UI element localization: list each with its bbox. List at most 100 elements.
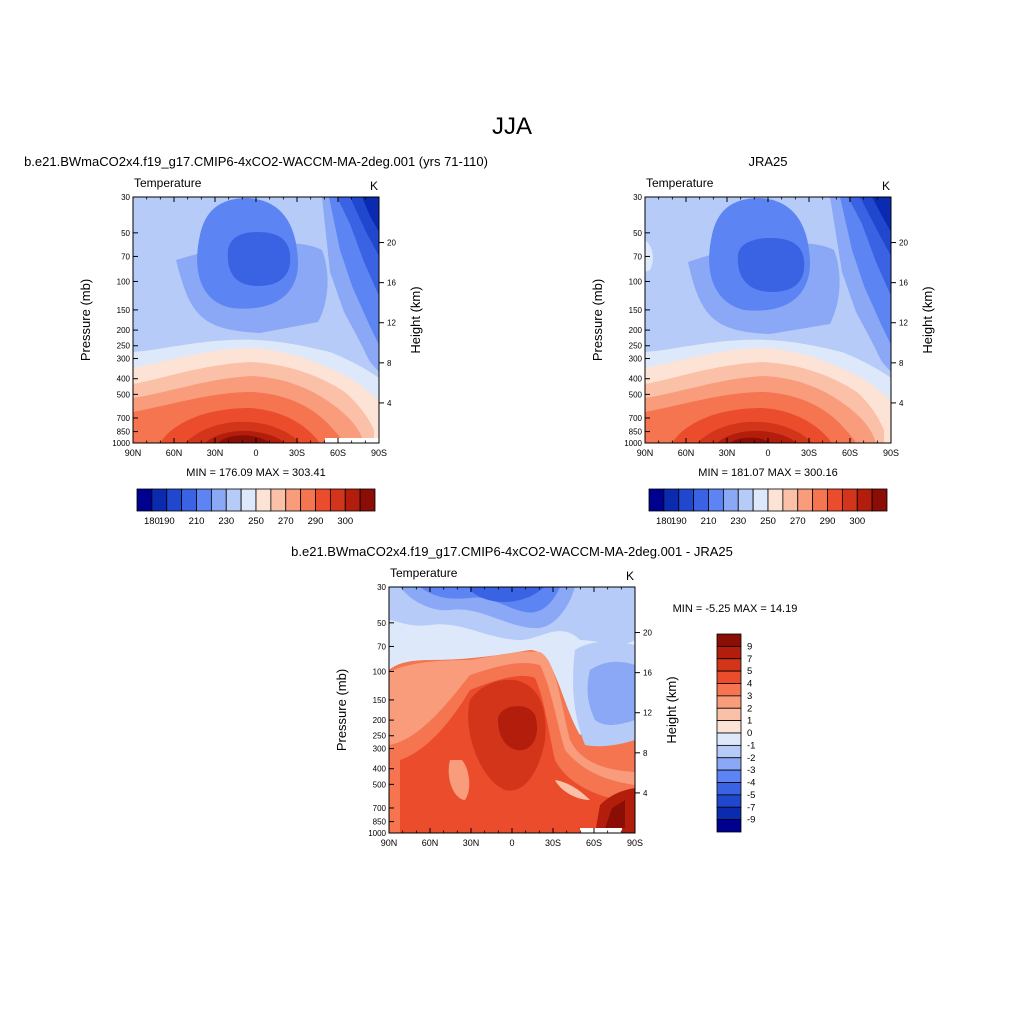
colorbar-box: [225, 488, 242, 512]
y-right-tick-label: 8: [899, 359, 904, 368]
x-tick-label: 90S: [627, 838, 643, 848]
colorbar-label: -1: [747, 740, 755, 751]
y-tick-label: 70: [121, 252, 130, 261]
colorbar-box: [856, 488, 873, 512]
obs-ylabel-right: Height (km): [920, 286, 935, 353]
colorbar-box: [716, 806, 742, 821]
colorbar-label: 9: [747, 641, 752, 652]
colorbar-box: [708, 488, 724, 512]
colorbar-box: [797, 488, 814, 512]
main-title: JJA: [492, 113, 532, 140]
y-tick-label: 100: [629, 277, 643, 286]
colorbar-label: -4: [747, 778, 755, 789]
y-right-tick-label: 16: [643, 669, 652, 678]
colorbar-box: [329, 488, 346, 512]
y-tick-label: 250: [629, 342, 643, 351]
colorbar-box: [716, 819, 742, 833]
colorbar-box: [300, 488, 316, 512]
model-plot-frame: 3050701001502002503004005007008501000481…: [112, 193, 396, 458]
colorbar-box: [716, 744, 742, 759]
model-stats: MIN = 176.09 MAX = 303.41: [186, 467, 325, 479]
colorbar-label: 290: [820, 516, 836, 527]
colorbar-label: 7: [747, 654, 752, 665]
colorbar-box: [693, 488, 709, 512]
colorbar-box: [716, 695, 742, 709]
x-tick-label: 90S: [371, 448, 387, 458]
y-right-tick-label: 4: [899, 399, 904, 408]
obs-contour-field: [645, 197, 891, 443]
obs-plot-frame: 3050701001502002503004005007008501000481…: [624, 193, 908, 458]
y-tick-label: 30: [633, 193, 642, 202]
colorbar-box: [716, 645, 742, 660]
model-units-label: K: [370, 179, 378, 193]
obs-variable-label: Temperature: [646, 176, 714, 190]
x-tick-label: 90N: [381, 838, 398, 848]
y-tick-label: 700: [117, 414, 131, 423]
colorbar-label: 0: [747, 728, 752, 739]
y-right-tick-label: 8: [643, 749, 648, 758]
y-tick-label: 1000: [112, 439, 130, 448]
obs-stats: MIN = 181.07 MAX = 300.16: [698, 467, 837, 479]
y-tick-label: 400: [629, 375, 643, 384]
colorbar-box: [210, 488, 227, 512]
x-tick-label: 90S: [883, 448, 899, 458]
colorbar-box: [752, 488, 769, 512]
colorbar-label: -3: [747, 765, 755, 776]
colorbar-label: 1: [747, 716, 752, 727]
colorbar-box: [827, 488, 843, 512]
y-tick-label: 100: [373, 667, 387, 676]
diff-ylabel: Pressure (mb): [334, 669, 349, 751]
colorbar-label: 300: [849, 516, 865, 527]
colorbar-box: [648, 488, 665, 512]
colorbar-box: [871, 488, 888, 512]
colorbar-box: [285, 488, 302, 512]
colorbar-box: [716, 720, 742, 734]
x-tick-label: 60S: [586, 838, 602, 848]
model-colorbar: 180 190 210 230 250 270 290 300: [136, 488, 376, 527]
colorbar-label: 250: [760, 516, 776, 527]
y-tick-label: 850: [373, 818, 387, 827]
y-tick-label: 200: [629, 326, 643, 335]
diff-contour-field: [389, 587, 635, 833]
y-tick-label: 200: [373, 716, 387, 725]
y-right-tick-label: 12: [899, 319, 908, 328]
y-right-tick-label: 12: [643, 709, 652, 718]
colorbar-label: 180: [144, 516, 160, 527]
colorbar-box: [359, 488, 376, 512]
y-tick-label: 500: [629, 390, 643, 399]
x-tick-label: 0: [509, 838, 514, 848]
colorbar-label: 4: [747, 679, 752, 690]
colorbar-box: [716, 732, 742, 746]
y-tick-label: 850: [629, 428, 643, 437]
colorbar-label: 300: [337, 516, 353, 527]
colorbar-box: [196, 488, 212, 512]
y-right-tick-label: 4: [387, 399, 392, 408]
colorbar-box: [136, 488, 153, 512]
colorbar-box: [240, 488, 257, 512]
colorbar-label: 180: [656, 516, 672, 527]
y-tick-label: 700: [373, 804, 387, 813]
colorbar-box: [782, 488, 799, 512]
colorbar-box: [255, 488, 272, 512]
obs-ylabel: Pressure (mb): [590, 279, 605, 361]
y-right-tick-label: 16: [899, 279, 908, 288]
y-tick-label: 30: [377, 583, 386, 592]
x-tick-label: 60N: [678, 448, 695, 458]
x-tick-label: 30N: [719, 448, 736, 458]
colorbar-box: [737, 488, 754, 512]
y-tick-label: 250: [117, 342, 131, 351]
x-tick-label: 0: [253, 448, 258, 458]
diff-variable-label: Temperature: [390, 566, 458, 580]
diff-stats: MIN = -5.25 MAX = 14.19: [673, 603, 798, 615]
obs-panel-title: JRA25: [748, 154, 787, 169]
y-tick-label: 150: [629, 306, 643, 315]
colorbar-box: [344, 488, 361, 512]
y-tick-label: 50: [633, 229, 642, 238]
model-variable-label: Temperature: [134, 176, 202, 190]
model-panel-title: b.e21.BWmaCO2x4.f19_g17.CMIP6-4xCO2-WACC…: [24, 154, 488, 169]
diff-ylabel-right: Height (km): [664, 676, 679, 743]
colorbar-box: [181, 488, 197, 512]
colorbar-label: 3: [747, 691, 752, 702]
diff-units-label: K: [626, 569, 634, 583]
colorbar-label: 230: [730, 516, 746, 527]
